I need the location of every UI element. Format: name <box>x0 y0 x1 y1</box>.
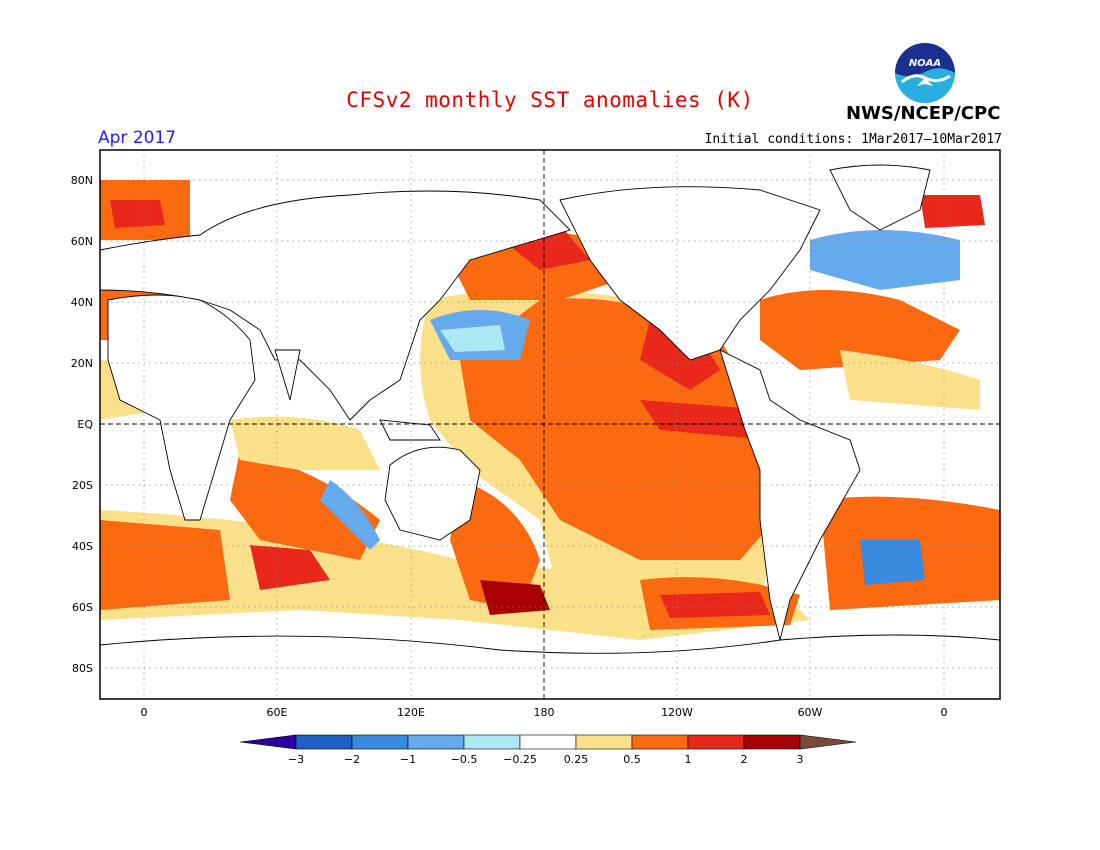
colorbar-bin <box>575 734 633 750</box>
map-title: CFSv2 monthly SST anomalies (K) <box>346 88 754 112</box>
forecast-month: Apr 2017 <box>98 128 177 148</box>
lon-label: 60W <box>798 706 823 719</box>
lat-label: 80N <box>71 174 93 187</box>
lat-label: 80S <box>72 662 93 675</box>
colorbar-bin <box>295 734 353 750</box>
colorbar-label: −3 <box>288 753 304 766</box>
lon-label: 0 <box>141 706 148 719</box>
colorbar-label: 3 <box>797 753 804 766</box>
lon-label: 120W <box>661 706 693 719</box>
colorbar-label: 0.5 <box>623 753 641 766</box>
lat-label: 60S <box>72 601 93 614</box>
colorbar-lower-arrow <box>239 734 297 750</box>
colorbar-bin <box>407 734 465 750</box>
initial-conditions: Initial conditions: 1Mar2017–10Mar2017 <box>704 132 1002 147</box>
graticule <box>100 150 1000 699</box>
noaa-logo: NOAA <box>895 43 955 103</box>
map-frame <box>99 149 1001 700</box>
organization-label: NWS/NCEP/CPC <box>846 103 1001 124</box>
colorbar-label: −0.25 <box>503 753 537 766</box>
colorbar-upper-arrow <box>799 734 857 750</box>
lat-label: EQ <box>77 418 93 431</box>
colorbar-bin <box>519 734 577 750</box>
lat-label: 40S <box>72 540 93 553</box>
lon-axis: 0 60E 120E 180 120W 60W 0 <box>141 706 948 719</box>
lat-label: 20S <box>72 479 93 492</box>
colorbar-label: −1 <box>400 753 416 766</box>
colorbar-bin <box>687 734 745 750</box>
colorbar-bin <box>463 734 521 750</box>
lat-axis: 80N 60N 40N 20N EQ 20S 40S 60S 80S <box>71 174 94 675</box>
colorbar-label: 2 <box>741 753 748 766</box>
lon-label: 0 <box>941 706 948 719</box>
colorbar-label: −2 <box>344 753 360 766</box>
lon-label: 180 <box>534 706 555 719</box>
colorbar-label: 1 <box>685 753 692 766</box>
colorbar-bin <box>743 734 801 750</box>
lon-label: 120E <box>397 706 425 719</box>
colorbar-bin <box>351 734 409 750</box>
lat-label: 20N <box>71 357 93 370</box>
lat-label: 60N <box>71 235 93 248</box>
colorbar-label: −0.5 <box>451 753 478 766</box>
lon-label: 60E <box>267 706 288 719</box>
colorbar: −3 −2 −1 −0.5 −0.25 0.25 0.5 1 2 3 <box>239 734 857 766</box>
colorbar-bin <box>631 734 689 750</box>
noaa-logo-text: NOAA <box>909 58 941 69</box>
colorbar-label: 0.25 <box>564 753 589 766</box>
land <box>100 164 1000 699</box>
lat-label: 40N <box>71 296 93 309</box>
reference-lines <box>100 150 1000 699</box>
